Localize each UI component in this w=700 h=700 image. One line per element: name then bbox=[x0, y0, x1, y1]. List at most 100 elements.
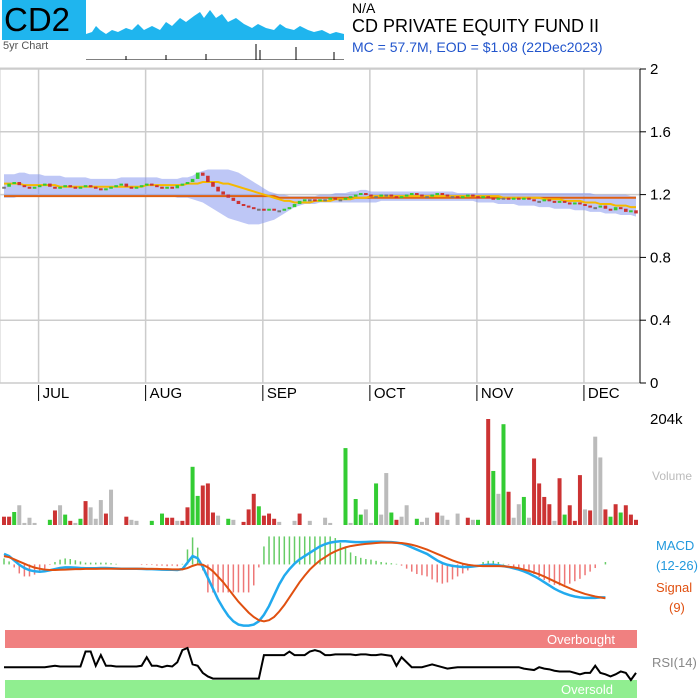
price-candle bbox=[552, 200, 557, 203]
volume-bar bbox=[68, 520, 73, 525]
price-candle bbox=[124, 183, 129, 187]
volume-bar bbox=[256, 506, 261, 525]
volume-bar bbox=[241, 521, 246, 525]
volume-bar bbox=[190, 466, 195, 525]
volume-label: Volume bbox=[652, 469, 692, 483]
price-candle bbox=[22, 185, 27, 188]
price-candle bbox=[506, 197, 511, 200]
month-label: DEC bbox=[588, 385, 620, 402]
price-candle bbox=[267, 208, 271, 211]
price-candle bbox=[364, 193, 368, 196]
volume-bar bbox=[465, 517, 470, 525]
volume-bar bbox=[618, 512, 623, 525]
price-candle bbox=[48, 183, 52, 187]
price-candle bbox=[496, 197, 501, 200]
volume-bar bbox=[526, 517, 531, 525]
price-candle bbox=[114, 185, 118, 188]
volume-bar bbox=[516, 504, 521, 525]
price-candle bbox=[430, 194, 434, 197]
price-candle bbox=[522, 197, 526, 200]
volume-bar bbox=[175, 520, 180, 525]
volume-bar bbox=[358, 514, 363, 525]
volume-bar bbox=[261, 515, 266, 525]
price-candle bbox=[104, 188, 108, 191]
price-candle bbox=[593, 207, 598, 210]
price-candle bbox=[323, 199, 327, 202]
price-candle bbox=[455, 196, 460, 199]
price-candle bbox=[246, 205, 251, 208]
volume-bar bbox=[134, 520, 139, 525]
volume-bar bbox=[216, 515, 221, 525]
price-candle bbox=[613, 207, 618, 211]
overbought-zone bbox=[5, 630, 637, 648]
price-candle bbox=[379, 194, 383, 197]
price-candle bbox=[195, 172, 200, 179]
volume-bar bbox=[277, 521, 282, 525]
volume-bar bbox=[440, 515, 445, 525]
price-candle bbox=[119, 183, 124, 186]
price-candle bbox=[78, 186, 83, 189]
price-candle bbox=[262, 208, 266, 211]
volume-bar bbox=[399, 516, 404, 525]
macd-histogram bbox=[3, 536, 607, 593]
price-candle bbox=[277, 210, 282, 213]
volume-bar bbox=[205, 483, 210, 525]
price-candle bbox=[618, 207, 623, 210]
price-candle bbox=[471, 194, 475, 197]
volume-bar bbox=[307, 520, 312, 525]
price-tick-label: 0.8 bbox=[650, 249, 671, 266]
price-candle bbox=[155, 185, 159, 188]
price-candle bbox=[476, 196, 480, 199]
month-label: SEP bbox=[267, 385, 297, 402]
volume-bar bbox=[93, 518, 98, 525]
volume-bar bbox=[394, 519, 399, 525]
volume-bar bbox=[583, 509, 588, 525]
volume-bar bbox=[210, 512, 215, 525]
market-cap-line: MC = 57.7M, EOD = $1.08 (22Dec2023) bbox=[352, 39, 603, 55]
volume-bar bbox=[389, 512, 394, 525]
volume-bar bbox=[292, 520, 297, 525]
signal-line bbox=[3, 541, 606, 623]
price-candle bbox=[68, 185, 73, 188]
price-candle bbox=[313, 199, 317, 202]
volume-bar bbox=[47, 519, 52, 525]
volume-bar bbox=[374, 483, 379, 525]
price-grid bbox=[0, 68, 640, 384]
volume-bar bbox=[58, 505, 63, 525]
price-candle bbox=[17, 182, 22, 186]
price-candle bbox=[404, 194, 409, 197]
price-candle bbox=[231, 197, 236, 201]
price-candle bbox=[7, 183, 11, 187]
price-candle bbox=[567, 202, 572, 205]
price-candle bbox=[358, 193, 363, 196]
signal-label: Signal bbox=[656, 580, 692, 595]
price-candle bbox=[211, 182, 215, 187]
volume-bar bbox=[12, 512, 17, 525]
volume-bar bbox=[328, 522, 333, 525]
month-label: AUG bbox=[150, 385, 183, 402]
month-label: NOV bbox=[481, 385, 514, 402]
volume-bar bbox=[572, 520, 577, 525]
price-candle bbox=[99, 188, 103, 191]
volume-bar bbox=[593, 436, 598, 525]
volume-bar bbox=[17, 505, 22, 525]
volume-bar bbox=[404, 505, 409, 525]
price-candle bbox=[420, 194, 424, 197]
price-candle bbox=[27, 186, 32, 189]
price-candle bbox=[150, 183, 154, 186]
price-candle bbox=[440, 193, 445, 196]
price-candle bbox=[445, 194, 450, 197]
price-tick-label: 1.6 bbox=[650, 124, 671, 141]
macd-params-label: (12-26) bbox=[656, 558, 698, 573]
volume-bar bbox=[27, 517, 32, 525]
month-label: OCT bbox=[374, 385, 406, 402]
volume-bar bbox=[603, 509, 608, 525]
price-candle bbox=[532, 199, 536, 202]
volume-bar bbox=[83, 501, 88, 525]
price-candle bbox=[343, 197, 348, 200]
volume-bar bbox=[200, 485, 205, 525]
price-candle bbox=[180, 183, 185, 186]
price-candle bbox=[144, 183, 149, 186]
volume-bar bbox=[379, 514, 384, 525]
volume-bar bbox=[511, 517, 516, 525]
